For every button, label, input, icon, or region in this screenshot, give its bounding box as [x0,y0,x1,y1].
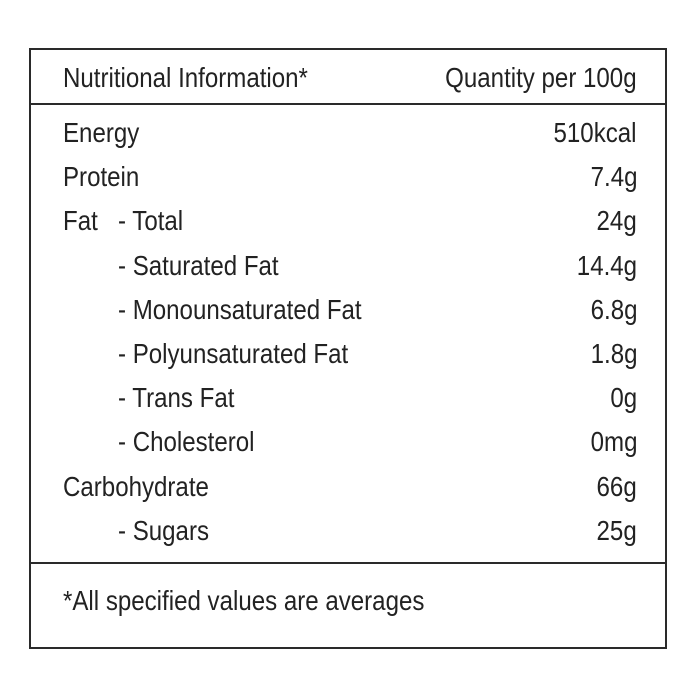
row-polyunsaturated-fat: - Polyunsaturated Fat 1.8g [31,334,665,378]
header-title: Nutritional Information* [63,62,308,93]
footnote: *All specified values are averages [63,585,425,616]
nutrient-label: - Trans Fat [118,382,235,414]
row-cholesterol: - Cholesterol 0mg [31,422,665,466]
nutrient-value: 14.4g [576,249,637,281]
nutrient-label: - Saturated Fat [118,249,279,281]
nutrient-label: Energy [63,117,140,148]
nutrient-value: 1.8g [590,337,637,369]
nutrient-value: 6.8g [590,293,637,325]
nutrient-value: 66g [596,470,637,502]
table-footer: *All specified values are averages [31,562,665,647]
row-monounsaturated-fat: - Monounsaturated Fat 6.8g [31,290,665,334]
nutrient-rows: Energy 510kcal Protein 7.4g Fat - Total … [31,113,665,555]
nutrient-label: - Sugars [118,514,210,546]
row-sugars: - Sugars 25g [31,511,665,555]
row-saturated-fat: - Saturated Fat 14.4g [31,246,665,290]
nutrient-label: Fat [63,205,98,237]
nutrient-label: - Polyunsaturated Fat [118,337,349,369]
row-energy: Energy 510kcal [31,113,665,157]
nutrient-label: - Monounsaturated Fat [118,293,362,325]
nutrient-value: 24g [596,205,637,237]
row-protein: Protein 7.4g [31,157,665,201]
nutrient-value: 510kcal [553,117,637,148]
nutrient-value: 0g [610,382,637,414]
nutrient-label: Carbohydrate [63,470,209,502]
row-fat-total: Fat - Total 24g [31,201,665,245]
nutrient-sublabel: - Total [118,205,184,237]
nutrient-value: 7.4g [590,161,637,193]
header-quantity: Quantity per 100g [445,62,637,93]
row-carbohydrate: Carbohydrate 66g [31,467,665,511]
nutrient-value: 0mg [590,426,637,458]
row-trans-fat: - Trans Fat 0g [31,378,665,422]
nutrient-value: 25g [596,514,637,546]
nutrition-table: Nutritional Information* Quantity per 10… [29,48,667,649]
table-header: Nutritional Information* Quantity per 10… [31,50,665,105]
nutrient-label: Protein [63,161,140,193]
nutrient-label: - Cholesterol [118,426,255,458]
